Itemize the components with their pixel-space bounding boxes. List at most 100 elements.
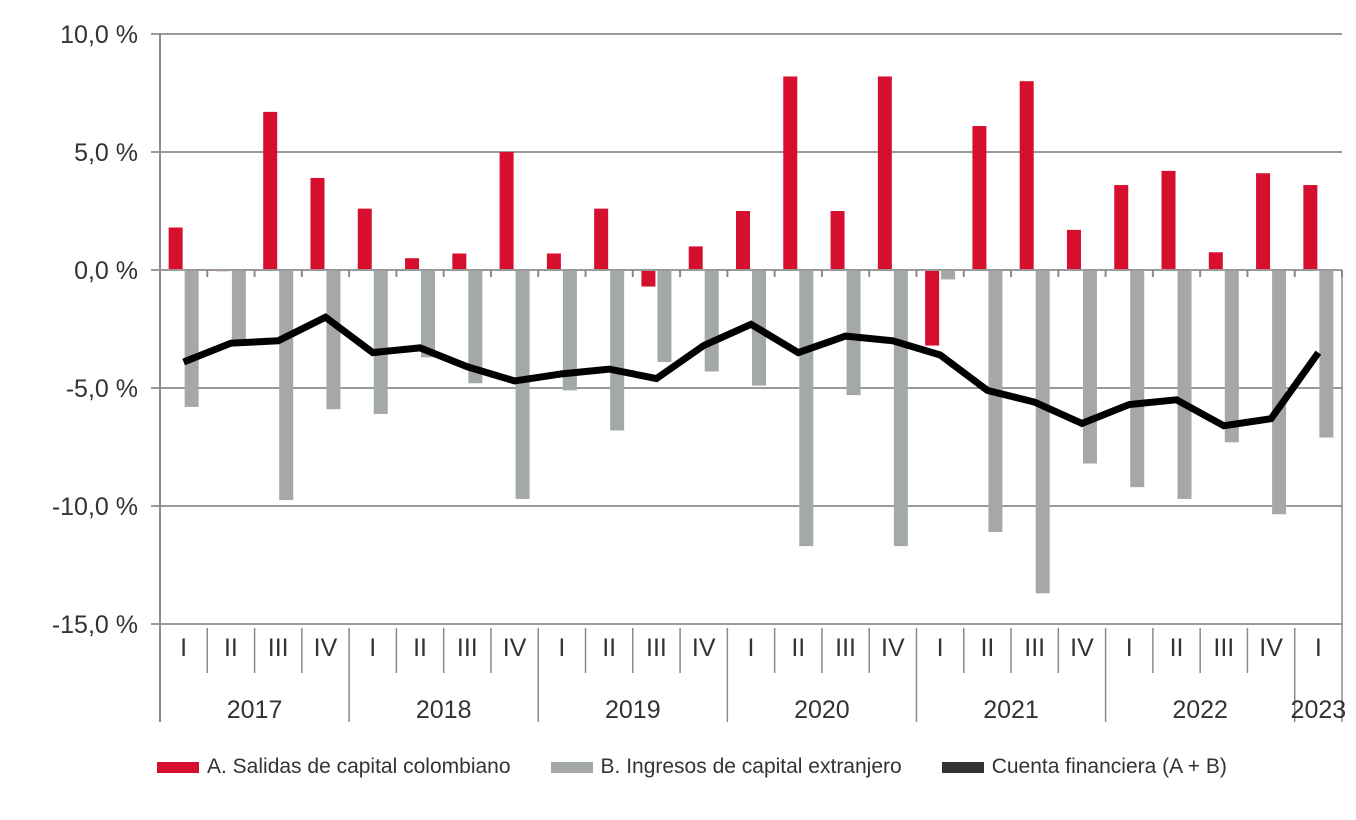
bar-series-b: [1177, 270, 1192, 499]
bar-series-a: [972, 126, 987, 270]
quarter-label: II: [791, 634, 805, 662]
y-tick-labels: 10,0 % 5,0 % 0,0 % -5,0 % -10,0 % -15,0 %: [52, 21, 138, 639]
year-label: 2022: [1172, 696, 1228, 724]
quarter-label: III: [1024, 634, 1045, 662]
bar-series-b: [1319, 270, 1334, 438]
bar-series-b: [184, 270, 199, 407]
quarter-label: III: [835, 634, 856, 662]
bar-series-a: [168, 227, 183, 270]
bar-series-b: [1272, 270, 1287, 515]
bar-series-a: [1303, 185, 1318, 270]
line-series-c: [182, 313, 1322, 430]
quarter-label: III: [268, 634, 289, 662]
gridlines: [151, 33, 1342, 625]
y-tick-label: 10,0 %: [60, 21, 138, 49]
axes: [151, 34, 1343, 722]
bar-series-a: [688, 246, 703, 270]
quarter-label: I: [180, 634, 187, 662]
bar-series-b: [610, 270, 625, 431]
quarter-label: II: [1170, 634, 1184, 662]
legend-label-series-a: A. Salidas de capital colombiano: [207, 755, 511, 778]
quarter-label: III: [646, 634, 667, 662]
year-label: 2020: [794, 696, 850, 724]
bar-series-a: [1019, 81, 1034, 270]
bar-series-b: [657, 270, 672, 363]
legend-swatch-series-b: [550, 761, 593, 773]
year-label: 2023: [1291, 696, 1347, 724]
quarter-label: IV: [1259, 634, 1283, 662]
quarter-label: II: [224, 634, 238, 662]
bar-series-a: [1066, 229, 1081, 270]
quarter-label: II: [413, 634, 427, 662]
bar-series-a: [736, 211, 750, 270]
quarter-label: I: [1126, 634, 1133, 662]
y-tick-label: -10,0 %: [52, 493, 138, 521]
quarter-label: I: [748, 634, 755, 662]
bar-series-b: [846, 270, 861, 396]
legend-label-series-c: Cuenta financiera (A + B): [991, 755, 1227, 778]
bar-series-b: [231, 270, 246, 346]
quarter-label: I: [369, 634, 376, 662]
bar-series-a: [405, 258, 420, 270]
quarter-label: III: [1213, 634, 1234, 662]
series-c-line: [182, 313, 1322, 430]
bar-series-a: [783, 76, 798, 270]
chart: 10,0 %5,0 %0,0 %-5,0 %-10,0 %-15,0 % I II…: [52, 21, 1346, 724]
legend-label-series-b: B. Ingresos de capital extranjero: [600, 755, 902, 778]
quarter-label: IV: [1070, 634, 1094, 662]
quarter-label: II: [602, 634, 616, 662]
bar-series-b: [562, 270, 577, 391]
quarter-label: I: [937, 634, 944, 662]
bar-series-b: [1224, 270, 1239, 443]
year-label: 2019: [605, 696, 661, 724]
series-b-bars: [184, 270, 1334, 594]
bar-series-a: [641, 270, 656, 287]
bar-series-a: [925, 270, 940, 346]
bar-series-a: [594, 208, 609, 270]
quarter-label: II: [980, 634, 994, 662]
year-label: 2021: [983, 696, 1039, 724]
quarter-label: IV: [881, 634, 905, 662]
year-label: 2018: [416, 696, 472, 724]
bar-series-b: [1130, 270, 1145, 488]
bar-series-a: [357, 208, 372, 270]
bar-series-b: [279, 270, 294, 501]
quarter-label: III: [457, 634, 478, 662]
series-a-bars: [168, 76, 1318, 346]
bar-series-b: [941, 270, 956, 280]
legend-swatch-series-c: [941, 761, 984, 773]
y-tick-label: 5,0 %: [74, 139, 138, 167]
y-tick-label: 0,0 %: [74, 257, 138, 285]
bar-series-a: [499, 152, 514, 270]
bar-series-b: [988, 270, 1003, 532]
bar-series-b: [1082, 270, 1097, 464]
bar-series-b: [373, 270, 388, 414]
bar-series-a: [830, 211, 845, 270]
bar-series-b: [326, 270, 341, 410]
bar-series-a: [1256, 173, 1271, 270]
bar-series-b: [421, 270, 436, 358]
bar-series-b: [468, 270, 483, 384]
bar-series-a: [877, 76, 892, 270]
legend-swatch-series-a: [157, 761, 199, 773]
bar-series-b: [704, 270, 719, 372]
bar-series-a: [452, 253, 467, 270]
bar-series-b: [893, 270, 908, 547]
bar-series-a: [1161, 170, 1176, 270]
legend: A. Salidas de capital colombiano B. Ingr…: [157, 755, 1227, 779]
legend-item-series-a: A. Salidas de capital colombiano: [157, 755, 511, 779]
bar-series-a: [546, 253, 561, 270]
bar-series-b: [799, 270, 814, 547]
quarter-label: IV: [314, 634, 338, 662]
legend-item-series-c: Cuenta financiera (A + B): [941, 755, 1227, 779]
y-tick-label: -5,0 %: [66, 375, 138, 403]
legend-item-series-b: B. Ingresos de capital extranjero: [550, 755, 902, 779]
bar-series-a: [1114, 185, 1129, 270]
year-label: 2017: [227, 696, 283, 724]
bar-series-b: [1035, 270, 1050, 594]
bar-series-a: [263, 111, 278, 270]
bar-series-b: [515, 270, 530, 499]
quarter-label: IV: [692, 634, 716, 662]
bar-series-a: [1208, 252, 1223, 270]
